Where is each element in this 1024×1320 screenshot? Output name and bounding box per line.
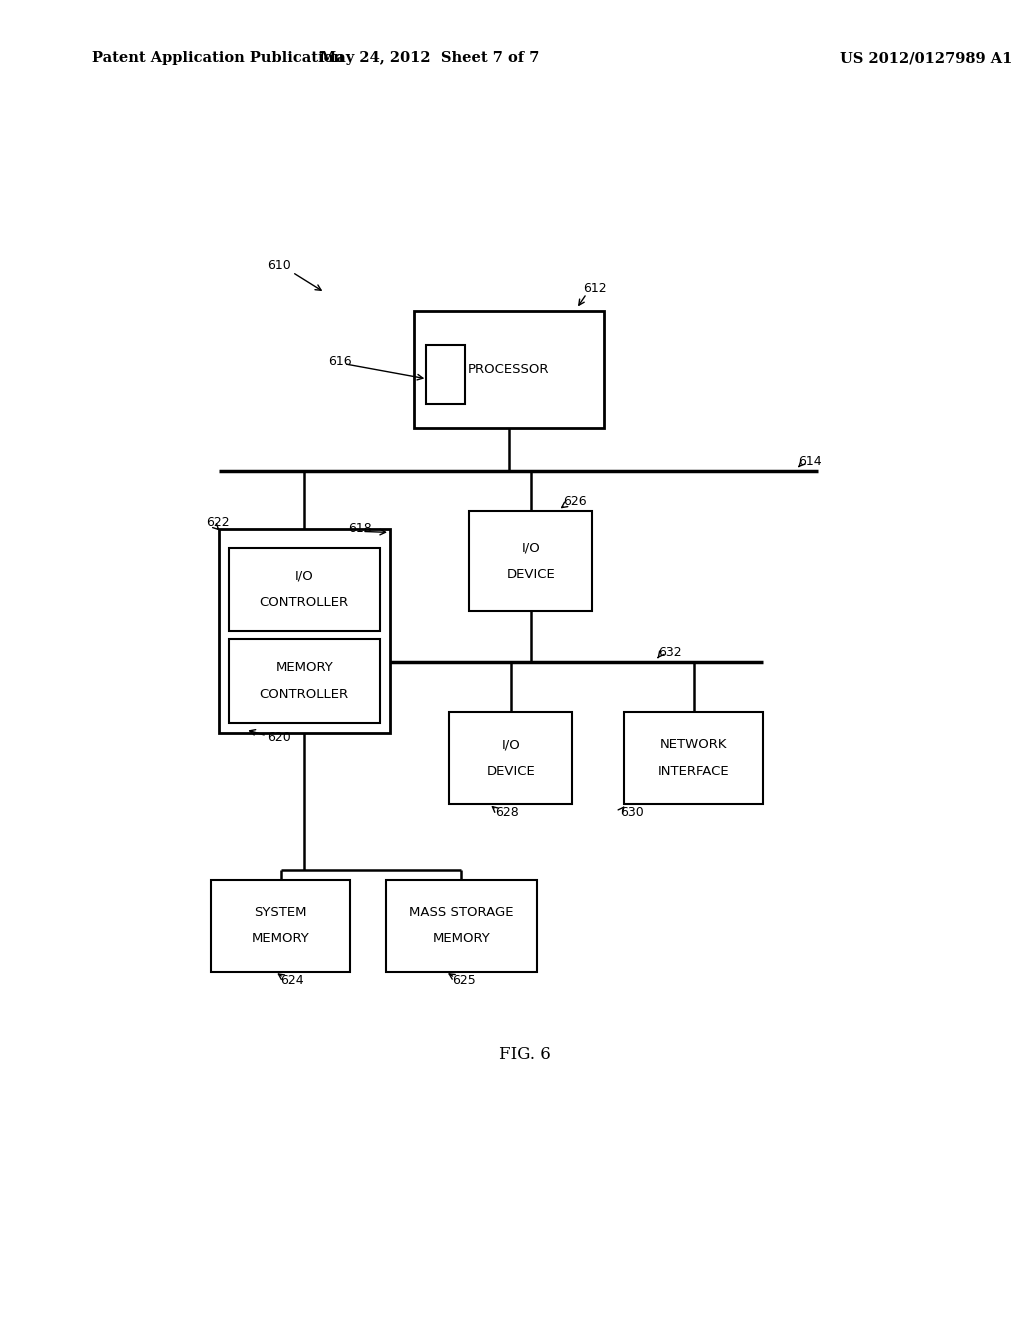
Text: 626: 626 (563, 495, 587, 508)
Text: CONTROLLER: CONTROLLER (260, 688, 349, 701)
Text: May 24, 2012  Sheet 7 of 7: May 24, 2012 Sheet 7 of 7 (321, 51, 540, 65)
Bar (426, 346, 465, 404)
Text: 622: 622 (206, 516, 229, 529)
Text: 625: 625 (452, 974, 475, 987)
Bar (386, 880, 537, 972)
Text: MEMORY: MEMORY (252, 932, 309, 945)
Text: MEMORY: MEMORY (432, 932, 490, 945)
Text: 630: 630 (620, 807, 644, 820)
Text: FIG. 6: FIG. 6 (499, 1047, 551, 1064)
Text: 618: 618 (348, 521, 373, 535)
Text: 616: 616 (328, 355, 351, 368)
Text: 614: 614 (799, 455, 822, 467)
Text: I/O: I/O (521, 541, 540, 554)
Text: I/O: I/O (295, 570, 313, 582)
Text: 610: 610 (267, 259, 291, 272)
Text: CONTROLLER: CONTROLLER (260, 597, 349, 609)
Bar (414, 312, 604, 428)
Bar (228, 639, 380, 722)
Bar (624, 713, 763, 804)
Bar (469, 511, 592, 611)
Bar (450, 713, 572, 804)
Text: 620: 620 (267, 731, 291, 744)
Text: MASS STORAGE: MASS STORAGE (409, 906, 514, 919)
Bar (228, 548, 380, 631)
Text: 628: 628 (495, 807, 518, 820)
Text: 632: 632 (658, 645, 682, 659)
Text: Patent Application Publication: Patent Application Publication (92, 51, 344, 65)
Text: US 2012/0127989 A1: US 2012/0127989 A1 (840, 51, 1012, 65)
Bar (219, 529, 390, 733)
Text: I/O: I/O (502, 738, 520, 751)
Text: 624: 624 (281, 974, 304, 987)
Text: INTERFACE: INTERFACE (657, 764, 729, 777)
Text: 612: 612 (584, 282, 607, 294)
Text: DEVICE: DEVICE (507, 568, 555, 581)
Text: MEMORY: MEMORY (275, 661, 333, 675)
Text: NETWORK: NETWORK (659, 738, 727, 751)
Bar (211, 880, 350, 972)
Text: PROCESSOR: PROCESSOR (468, 363, 550, 376)
Text: SYSTEM: SYSTEM (255, 906, 307, 919)
Text: DEVICE: DEVICE (486, 764, 536, 777)
